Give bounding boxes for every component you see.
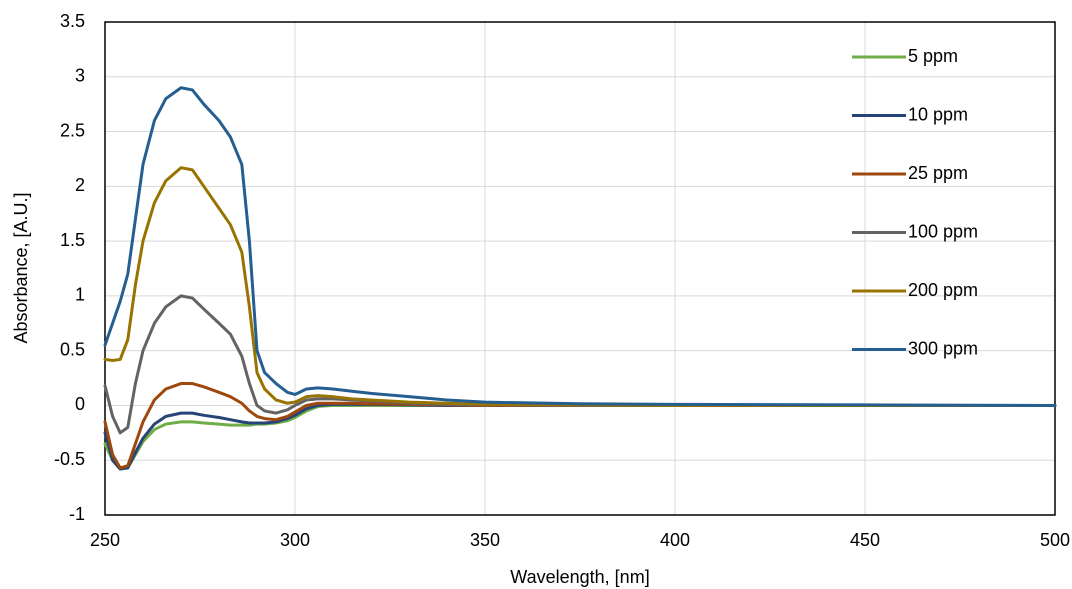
x-tick-label: 350: [470, 530, 500, 550]
x-tick-label: 250: [90, 530, 120, 550]
y-axis-title: Absorbance, [A.U.]: [11, 192, 31, 343]
x-tick-label: 400: [660, 530, 690, 550]
legend-label: 300 ppm: [908, 338, 978, 358]
y-tick-label: 3.5: [60, 11, 85, 31]
y-tick-label: 0.5: [60, 339, 85, 359]
series-line: [103, 402, 1057, 471]
legend-label: 5 ppm: [908, 46, 958, 66]
series-line: [103, 86, 1057, 407]
y-tick-label: -0.5: [54, 449, 85, 469]
legend-label: 100 ppm: [908, 221, 978, 241]
legend-label: 10 ppm: [908, 104, 968, 124]
plot-border: [104, 21, 1056, 516]
legend-label: 200 ppm: [908, 280, 978, 300]
y-tick-label: 1.5: [60, 230, 85, 250]
y-tick-label: -1: [69, 504, 85, 524]
x-tick-label: 500: [1040, 530, 1070, 550]
x-tick-label: 300: [280, 530, 310, 550]
y-tick-label: 3: [75, 66, 85, 86]
y-tick-label: 2.5: [60, 120, 85, 140]
y-tick-label: 1: [75, 285, 85, 305]
y-tick-label: 0: [75, 394, 85, 414]
x-tick-label: 450: [850, 530, 880, 550]
series-line: [103, 294, 1057, 435]
series-line: [103, 166, 1057, 407]
series-line: [103, 403, 1057, 471]
x-axis-title: Wavelength, [nm]: [510, 567, 649, 587]
legend-label: 25 ppm: [908, 163, 968, 183]
y-tick-label: 2: [75, 175, 85, 195]
